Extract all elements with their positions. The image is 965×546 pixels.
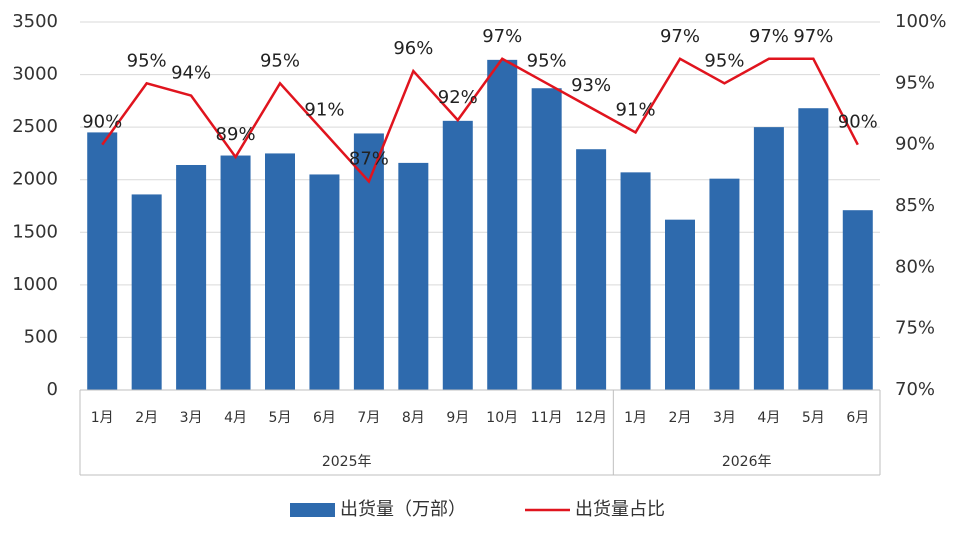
bar — [798, 108, 829, 391]
x-tick-label: 1月 — [91, 410, 114, 426]
data-label: 87% — [349, 148, 389, 169]
legend-label: 出货量占比 — [575, 499, 665, 520]
data-label: 95% — [527, 50, 567, 71]
data-label: 97% — [793, 26, 833, 47]
x-tick-label: 5月 — [269, 410, 292, 426]
data-label: 90% — [82, 112, 122, 133]
group-label: 2026年 — [722, 454, 772, 470]
bar — [709, 178, 740, 390]
data-label: 95% — [260, 50, 300, 71]
x-tick-label: 4月 — [757, 410, 780, 426]
bar — [309, 174, 340, 390]
y-tick-label: 1500 — [12, 221, 58, 242]
group-label: 2025年 — [322, 454, 372, 470]
x-tick-label: 7月 — [357, 410, 380, 426]
bar — [531, 88, 562, 391]
data-label: 97% — [482, 26, 522, 47]
bar — [442, 120, 473, 390]
x-tick-label: 3月 — [713, 410, 736, 426]
bar — [620, 172, 651, 390]
y2-tick-label: 100% — [895, 11, 946, 32]
data-label: 91% — [304, 99, 344, 120]
x-tick-label: 9月 — [446, 410, 469, 426]
x-tick-label: 8月 — [402, 410, 425, 426]
y2-tick-label: 80% — [895, 256, 935, 277]
y-tick-label: 2500 — [12, 116, 58, 137]
data-label: 97% — [660, 26, 700, 47]
data-label: 96% — [393, 38, 433, 59]
y2-tick-label: 75% — [895, 318, 935, 339]
x-tick-label: 6月 — [846, 410, 869, 426]
legend-label: 出货量（万部） — [340, 499, 466, 520]
data-label: 90% — [838, 112, 878, 133]
y2-tick-label: 85% — [895, 195, 935, 216]
bar — [398, 162, 429, 390]
y-tick-label: 2000 — [12, 169, 58, 190]
bar — [131, 194, 162, 390]
x-tick-label: 4月 — [224, 410, 247, 426]
data-label: 93% — [571, 75, 611, 96]
y-tick-label: 500 — [24, 326, 58, 347]
x-tick-label: 10月 — [486, 410, 518, 426]
bar — [87, 132, 118, 390]
y-tick-label: 3000 — [12, 64, 58, 85]
bar — [665, 219, 695, 390]
y2-tick-label: 90% — [895, 134, 935, 155]
x-tick-label: 3月 — [180, 410, 203, 426]
y2-tick-label: 70% — [895, 379, 935, 400]
line — [101, 57, 859, 184]
x-tick-label: 5月 — [802, 410, 825, 426]
legend-swatch — [290, 503, 335, 517]
y-tick-label: 1000 — [12, 274, 58, 295]
x-tick-label: 6月 — [313, 410, 336, 426]
bar — [487, 59, 518, 390]
bar — [842, 210, 873, 390]
data-label: 89% — [216, 124, 256, 145]
data-label: 95% — [704, 50, 744, 71]
bar — [576, 149, 607, 390]
bar — [753, 127, 784, 391]
bar — [220, 155, 251, 390]
data-label: 92% — [438, 87, 478, 108]
x-tick-label: 1月 — [624, 410, 647, 426]
data-label: 91% — [616, 99, 656, 120]
y2-tick-label: 95% — [895, 72, 935, 93]
x-tick-label: 11月 — [531, 410, 563, 426]
data-label: 94% — [171, 63, 211, 84]
bar — [353, 133, 384, 391]
x-tick-label: 2月 — [135, 410, 158, 426]
y-tick-label: 3500 — [12, 11, 58, 32]
bar — [176, 164, 207, 390]
y-tick-label: 0 — [47, 379, 58, 400]
bar — [265, 153, 295, 390]
data-label: 97% — [749, 26, 789, 47]
x-tick-label: 2月 — [669, 410, 692, 426]
data-label: 95% — [127, 50, 167, 71]
x-tick-label: 12月 — [575, 410, 607, 426]
